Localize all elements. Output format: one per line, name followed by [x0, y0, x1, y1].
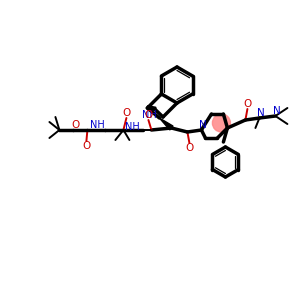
- Text: NH: NH: [142, 110, 157, 120]
- Text: N: N: [199, 120, 206, 130]
- Polygon shape: [159, 118, 173, 130]
- Text: O: O: [82, 141, 91, 151]
- Text: O: O: [122, 108, 130, 118]
- Text: O: O: [71, 120, 80, 130]
- Text: O: O: [243, 99, 251, 109]
- Text: O: O: [185, 143, 194, 153]
- Text: NH: NH: [125, 122, 140, 132]
- Text: O: O: [144, 110, 152, 120]
- Text: NH: NH: [90, 120, 104, 130]
- Text: N: N: [272, 106, 280, 116]
- Text: N: N: [256, 108, 264, 118]
- Circle shape: [212, 114, 230, 132]
